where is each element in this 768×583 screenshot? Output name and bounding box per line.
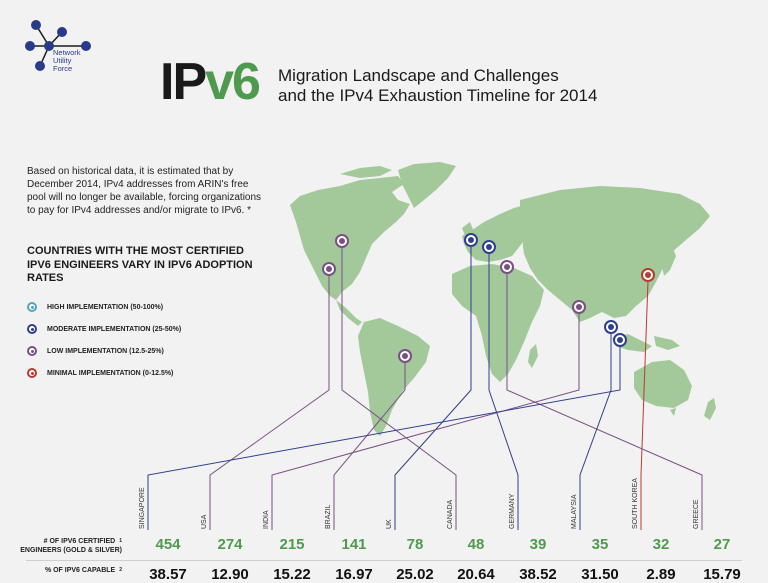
legend-item-low: LOW IMPLEMENTATION (12.5-25%) bbox=[27, 340, 181, 362]
engineers-south-korea: 32 bbox=[652, 536, 670, 553]
minimal-implementation-icon bbox=[27, 368, 37, 378]
marker-usa[interactable] bbox=[322, 262, 336, 276]
country-label-greece: GREECE bbox=[693, 499, 700, 529]
high-implementation-icon bbox=[27, 302, 37, 312]
section-heading: COUNTRIES WITH THE MOST CERTIFIED IPV6 E… bbox=[27, 245, 253, 284]
page-title: IPv6 bbox=[160, 53, 261, 111]
pct-india: 15.22 bbox=[273, 566, 311, 583]
legend-item-high: HIGH IMPLEMENTATION (50-100%) bbox=[27, 296, 181, 318]
country-label-south-korea: SOUTH KOREA bbox=[632, 478, 639, 529]
ipv6-capable-row-label: % OF IPV6 CAPABLE 2 bbox=[44, 567, 122, 574]
country-label-germany: GERMANY bbox=[509, 493, 516, 529]
connector-lines bbox=[147, 246, 703, 530]
continents bbox=[290, 162, 716, 436]
marker-singapore[interactable] bbox=[613, 333, 627, 347]
country-markers bbox=[322, 233, 655, 363]
engineers-germany: 39 bbox=[529, 536, 547, 553]
marker-canada[interactable] bbox=[335, 234, 349, 248]
pct-uk: 25.02 bbox=[396, 566, 434, 583]
engineers-usa: 274 bbox=[217, 536, 243, 553]
country-label-singapore: SINGAPORE bbox=[139, 487, 146, 529]
marker-brazil[interactable] bbox=[398, 349, 412, 363]
pct-brazil: 16.97 bbox=[335, 566, 373, 583]
marker-greece[interactable] bbox=[500, 260, 514, 274]
engineers-malaysia: 35 bbox=[591, 536, 609, 553]
country-label-canada: CANADA bbox=[447, 499, 454, 529]
engineers-greece: 27 bbox=[713, 536, 731, 553]
marker-malaysia[interactable] bbox=[604, 320, 618, 334]
marker-south-korea[interactable] bbox=[641, 268, 655, 282]
pct-south-korea: 2.89 bbox=[646, 566, 676, 583]
intro-paragraph: Based on historical data, it is estimate… bbox=[27, 166, 262, 216]
network-utility-force-logo bbox=[25, 20, 91, 71]
low-implementation-icon bbox=[27, 346, 37, 356]
country-label-india: INDIA bbox=[263, 510, 270, 529]
marker-uk[interactable] bbox=[464, 233, 478, 247]
legend-item-minimal: MINIMAL IMPLEMENTATION (0-12.5%) bbox=[27, 362, 181, 384]
pct-usa: 12.90 bbox=[211, 566, 249, 583]
engineers-india: 215 bbox=[279, 536, 305, 553]
pct-malaysia: 31.50 bbox=[581, 566, 619, 583]
country-label-malaysia: MALAYSIA bbox=[571, 494, 578, 530]
table-divider bbox=[26, 560, 742, 561]
pct-canada: 20.64 bbox=[457, 566, 495, 583]
pct-greece: 15.79 bbox=[703, 566, 741, 583]
engineers-row-label: # OF IPV6 CERTIFIED 1 ENGINEERS (GOLD & S… bbox=[20, 538, 122, 554]
country-label-uk: UK bbox=[386, 519, 393, 529]
country-label-brazil: BRAZIL bbox=[325, 504, 332, 529]
marker-germany[interactable] bbox=[482, 240, 496, 254]
page-subtitle: Migration Landscape and Challenges and t… bbox=[278, 66, 598, 105]
legend-item-moderate: MODERATE IMPLEMENTATION (25-50%) bbox=[27, 318, 181, 340]
marker-india[interactable] bbox=[572, 300, 586, 314]
engineers-brazil: 141 bbox=[341, 536, 367, 553]
engineers-canada: 48 bbox=[467, 536, 485, 553]
engineers-uk: 78 bbox=[406, 536, 424, 553]
legend: HIGH IMPLEMENTATION (50-100%) MODERATE I… bbox=[27, 296, 181, 384]
moderate-implementation-icon bbox=[27, 324, 37, 334]
pct-germany: 38.52 bbox=[519, 566, 557, 583]
country-label-usa: USA bbox=[201, 514, 208, 529]
pct-singapore: 38.57 bbox=[149, 566, 187, 583]
logo-text: Network Utility Force bbox=[53, 48, 81, 73]
engineers-singapore: 454 bbox=[155, 536, 181, 553]
